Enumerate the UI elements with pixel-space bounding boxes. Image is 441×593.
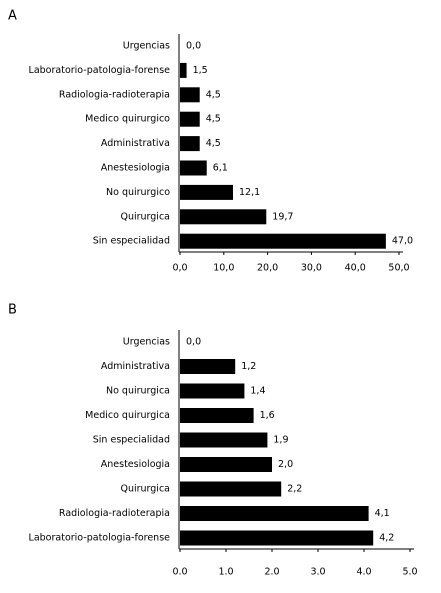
y-tick-label: Quirurgica	[120, 211, 170, 222]
x-tick-label: 1.0	[218, 567, 233, 578]
bar	[180, 184, 233, 200]
value-label: 1,2	[241, 361, 256, 372]
y-tick-label: Anestesiologia	[101, 459, 170, 470]
bar	[180, 408, 254, 423]
bar	[180, 160, 207, 176]
value-label: 1,9	[273, 435, 288, 446]
value-label: 0,0	[186, 337, 201, 348]
value-label: 4,1	[375, 508, 390, 519]
y-tick-label: Sin especialidad	[93, 236, 170, 247]
panel-label: B	[8, 303, 17, 318]
y-tick-label: Laboratorio-patologia-forense	[29, 533, 171, 544]
y-tick-label: Administrativa	[101, 361, 170, 372]
x-tick-label: 0.0	[172, 567, 187, 578]
y-tick-label: Medico quirurgica	[85, 410, 170, 421]
y-tick-label: No quirurgica	[106, 386, 170, 397]
y-tick-label: No quirurgico	[106, 187, 170, 198]
value-label: 12,1	[239, 187, 260, 198]
x-tick-label: 0,0	[172, 263, 187, 274]
y-tick-label: Radiologia-radioterapia	[59, 508, 170, 519]
value-label: 6,1	[213, 163, 228, 174]
x-tick-label: 2.0	[264, 567, 279, 578]
bar	[180, 383, 245, 399]
y-tick-label: Medico quirurgico	[85, 114, 170, 125]
value-label: 4,5	[206, 89, 221, 100]
value-label: 19,7	[272, 211, 293, 222]
value-label: 2,0	[278, 459, 293, 470]
bar	[180, 111, 200, 127]
bar	[180, 87, 200, 103]
y-tick-label: Quirurgica	[120, 484, 170, 495]
x-tick-label: 4.0	[356, 567, 371, 578]
bar	[180, 62, 187, 78]
y-tick-label: Anestesiologia	[101, 163, 170, 174]
value-label: 1,5	[193, 65, 208, 76]
y-tick-label: Urgencias	[123, 41, 170, 52]
bar	[180, 432, 268, 448]
y-tick-label: Laboratorio-patologia-forense	[29, 65, 171, 76]
value-label: 0,0	[186, 41, 201, 52]
value-label: 1,4	[250, 386, 265, 397]
x-tick-label: 5.0	[402, 567, 417, 578]
bar	[180, 359, 236, 374]
bar	[180, 481, 282, 497]
x-tick-label: 50,0	[388, 263, 409, 274]
value-label: 4,5	[206, 138, 221, 149]
bar	[180, 457, 272, 472]
bar	[180, 506, 369, 521]
y-tick-label: Sin especialidad	[93, 435, 170, 446]
bar	[180, 136, 200, 152]
value-label: 1,6	[260, 410, 275, 421]
value-label: 47,0	[392, 236, 413, 247]
x-tick-label: 20,0	[257, 263, 278, 274]
y-tick-label: Radiologia-radioterapia	[59, 89, 170, 100]
x-tick-label: 40,0	[345, 263, 366, 274]
value-label: 4,5	[206, 114, 221, 125]
x-tick-label: 3.0	[310, 567, 325, 578]
bar	[180, 209, 267, 225]
bar	[180, 530, 374, 546]
y-tick-label: Administrativa	[101, 138, 170, 149]
x-tick-label: 10,0	[213, 263, 234, 274]
x-tick-label: 30,0	[301, 263, 322, 274]
y-tick-label: Urgencias	[123, 337, 170, 348]
panel-label: A	[8, 9, 17, 24]
value-label: 2,2	[287, 484, 302, 495]
bar	[180, 233, 386, 249]
value-label: 4,2	[379, 533, 394, 544]
